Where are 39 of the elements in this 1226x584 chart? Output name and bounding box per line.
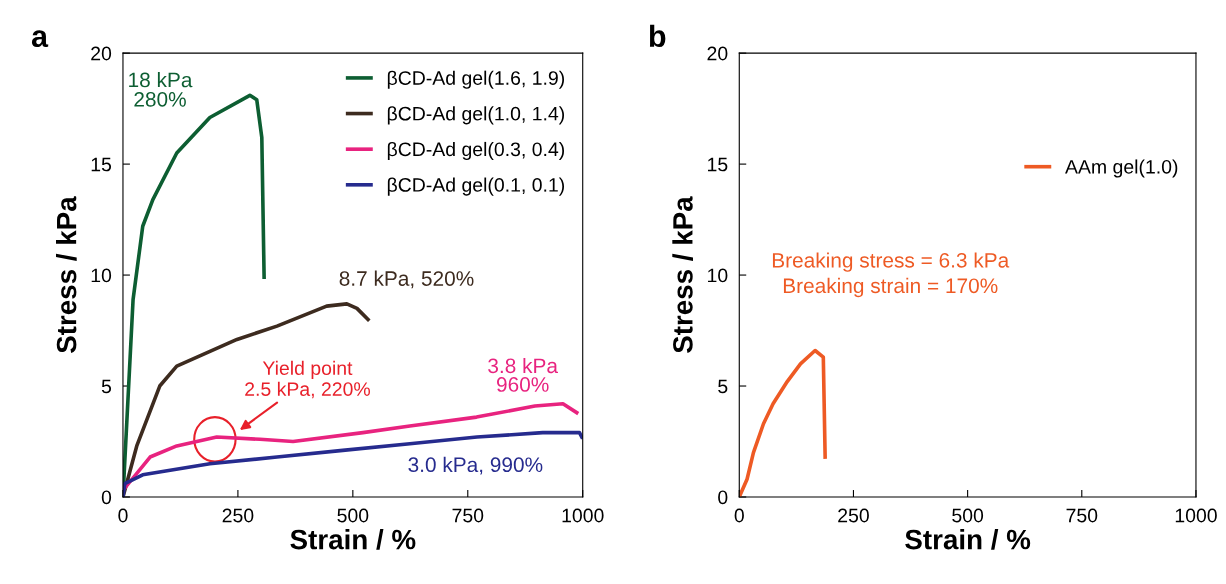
annotation: 8.7 kPa, 520% — [339, 270, 474, 289]
annotation: Breaking stress = 6.3 kPa Breaking strain = 170% — [772, 252, 1010, 298]
x-axis-title: Strain / % — [290, 529, 416, 550]
line-series — [739, 348, 827, 497]
chart-title: b — [649, 24, 666, 48]
legend-label: AAm gel(1.0) — [1065, 159, 1178, 178]
x-tick-label: 0 — [118, 508, 128, 523]
annotation: 18 kPa 280% — [129, 72, 193, 107]
chart-title: a — [31, 30, 49, 48]
x-tick-label: 250 — [222, 508, 254, 523]
y-tick-label: 5 — [718, 379, 728, 394]
x-tick-label: 250 — [838, 508, 869, 523]
x-tick-label: 0 — [734, 508, 744, 523]
x-tick-label: 750 — [1066, 508, 1098, 523]
y-tick-label: 5 — [101, 379, 112, 394]
annotation: 3.0 kPa, 990% — [408, 456, 543, 475]
x-axis-title: Strain / % — [905, 529, 1031, 550]
y-tick-label: 10 — [708, 268, 728, 283]
y-tick-label: 10 — [91, 268, 112, 283]
legend-label: βCD-Ad gel(0.1, 0.1) — [387, 177, 565, 196]
annotation: 3.8 kPa 960% — [488, 357, 558, 392]
y-tick-label: 20 — [91, 46, 112, 61]
line-series — [122, 302, 370, 497]
y-tick-label: 15 — [708, 157, 728, 172]
x-tick-label: 750 — [452, 508, 484, 523]
y-tick-label: 20 — [707, 46, 728, 61]
annotation: Yield point 2.5 kPa, 220% — [245, 360, 370, 399]
y-axis-title: Stress / kPa — [672, 196, 693, 354]
legend-label: βCD-Ad gel(0.3, 0.4) — [387, 141, 565, 161]
x-tick-label: 500 — [337, 508, 369, 523]
x-tick-label: 1000 — [1175, 508, 1217, 523]
legend-label: βCD-Ad gel(1.6, 1.9) — [387, 70, 565, 89]
y-axis-title: Stress / kPa — [56, 196, 77, 354]
y-tick-label: 0 — [718, 490, 728, 505]
y-tick-label: 15 — [91, 157, 112, 172]
legend-label: βCD-Ad gel(1.0, 1.4) — [387, 106, 565, 125]
x-tick-label: 500 — [952, 508, 984, 523]
x-tick-label: 1000 — [562, 508, 604, 523]
y-tick-label: 0 — [101, 490, 112, 505]
